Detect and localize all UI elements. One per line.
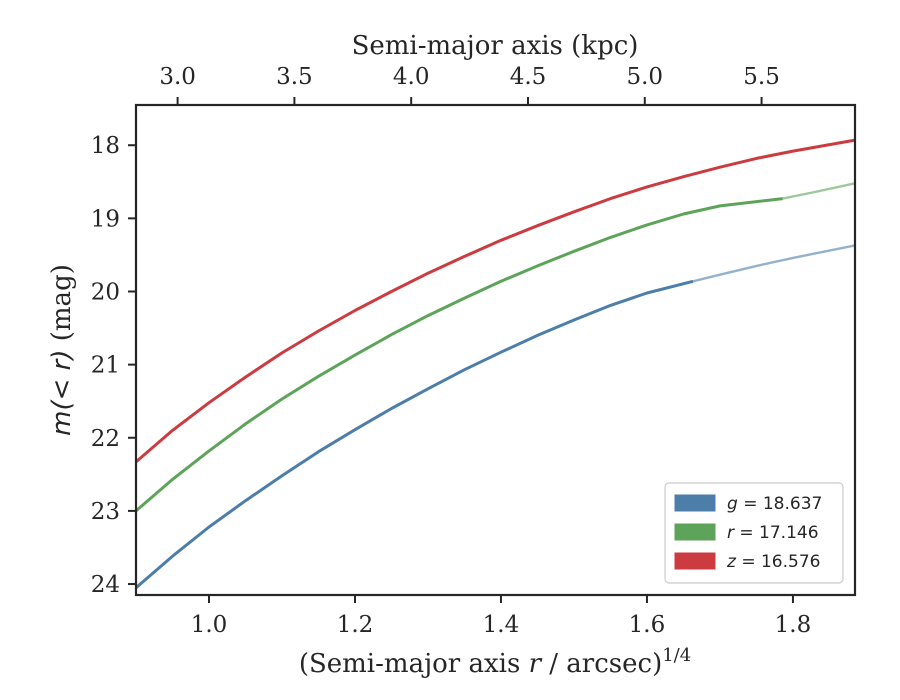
y-tick-label: 21 [91,353,120,379]
x-tick-label: 1.4 [483,612,520,638]
top-tick-label: 5.5 [743,64,780,90]
series-extension-r [782,182,856,200]
legend-label-g: g = 18.637 [727,494,822,514]
legend-swatch-z [674,552,716,570]
y-tick-label: 22 [91,426,120,452]
x-axis-title-prefix: (Semi-major axis [299,649,529,679]
series-extension-g [692,244,856,283]
x-axis-title-sup: 1/4 [662,645,691,666]
y-axis-title-unit: (mag) [47,264,77,349]
y-tick-label: 24 [91,572,120,598]
series-layer [135,138,856,589]
x-axis-title-var: r [529,649,543,679]
x-tick-label: 1.6 [629,612,666,638]
y-axis-title-math: m(< r) [47,350,77,436]
top-tick-label: 4.5 [510,64,547,90]
y-axis-title: m(< r) (mag) [47,264,77,436]
legend-label-r: r = 17.146 [727,523,819,543]
legend-swatch-r [674,523,716,541]
x-tick-label: 1.0 [191,612,228,638]
series-line-z [135,138,856,464]
top-axis-title: Semi-major axis (kpc) [352,31,639,61]
y-tick-label: 20 [91,279,120,305]
y-tick-label: 18 [91,133,120,159]
x-tick-label: 1.8 [775,612,812,638]
x-tick-label: 1.2 [337,612,374,638]
top-tick-label: 3.0 [159,64,196,90]
y-tick-label: 23 [91,499,120,525]
series-line-g [135,279,694,589]
series-line-r [135,197,783,513]
y-tick-label: 19 [91,206,120,232]
x-axis-title-mid: / arcsec) [541,649,662,679]
legend-label-z: z = 16.576 [726,552,820,572]
x-axis-title: (Semi-major axis r / arcsec)1/4 [299,645,691,679]
legend: g = 18.637 r = 17.146 z = 16.576 [664,482,844,584]
top-tick-label: 4.0 [393,64,430,90]
top-tick-label: 3.5 [276,64,313,90]
ticks-layer: 1.0 1.2 1.4 1.6 1.8 18 19 20 21 22 23 24 3.0 3.5 4.0 4.… [91,64,812,638]
top-tick-label: 5.0 [626,64,663,90]
plot-frame [134,103,857,597]
legend-swatch-g [674,494,716,512]
